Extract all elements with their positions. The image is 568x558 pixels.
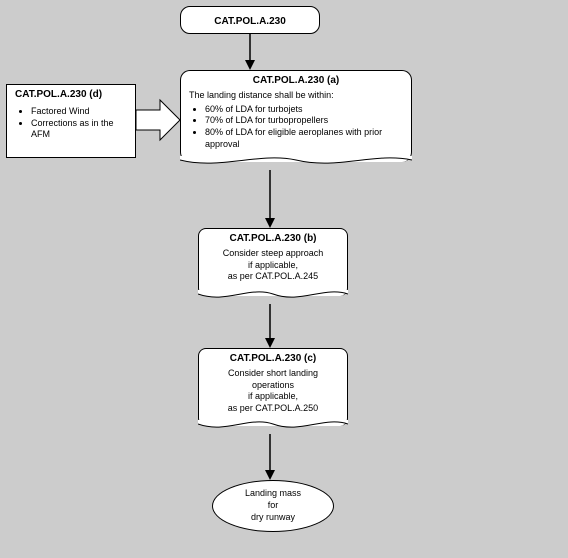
arrow-top-a [244,34,256,70]
node-final: Landing mass for dry runway [212,480,334,532]
node-b-body: Consider steep approach if applicable, a… [199,246,347,289]
node-final-line: Landing mass [245,488,301,500]
wavy-icon [198,290,348,304]
wavy-icon [180,156,412,170]
node-d-body: Factored Wind Corrections as in the AFM [7,102,135,147]
node-c: CAT.POL.A.230 (c) Consider short landing… [198,348,348,426]
node-b-line: as per CAT.POL.A.245 [207,271,339,283]
node-a-bullet: 70% of LDA for turbopropellers [205,115,403,127]
node-b-line: Consider steep approach [207,248,339,260]
node-final-text: Landing mass for dry runway [245,488,301,523]
node-final-line: dry runway [245,512,301,524]
node-a-body: The landing distance shall be within: 60… [181,88,411,156]
wavy-icon [198,420,348,434]
node-c-line: operations [207,380,339,392]
node-b-title: CAT.POL.A.230 (b) [199,229,347,246]
node-b-line: if applicable, [207,260,339,272]
node-final-line: for [245,500,301,512]
node-c-line: as per CAT.POL.A.250 [207,403,339,415]
node-d: CAT.POL.A.230 (d) Factored Wind Correcti… [6,84,136,158]
node-d-bullet: Corrections as in the AFM [31,118,127,141]
node-a-title: CAT.POL.A.230 (a) [181,71,411,88]
arrow-a-b [264,170,276,228]
node-d-title: CAT.POL.A.230 (d) [7,85,135,102]
node-a-intro: The landing distance shall be within: [189,90,403,102]
node-a-bullet: 60% of LDA for turbojets [205,104,403,116]
node-a: CAT.POL.A.230 (a) The landing distance s… [180,70,412,162]
block-arrow [136,98,180,142]
arrow-c-final [264,434,276,480]
node-top: CAT.POL.A.230 [180,6,320,34]
node-d-bullet: Factored Wind [31,106,127,118]
node-c-body: Consider short landing operations if app… [199,366,347,421]
node-c-title: CAT.POL.A.230 (c) [199,349,347,366]
node-b: CAT.POL.A.230 (b) Consider steep approac… [198,228,348,296]
node-top-title: CAT.POL.A.230 [208,12,292,29]
node-a-bullet: 80% of LDA for eligible aeroplanes with … [205,127,403,150]
node-c-line: Consider short landing [207,368,339,380]
node-c-line: if applicable, [207,391,339,403]
arrow-b-c [264,304,276,348]
